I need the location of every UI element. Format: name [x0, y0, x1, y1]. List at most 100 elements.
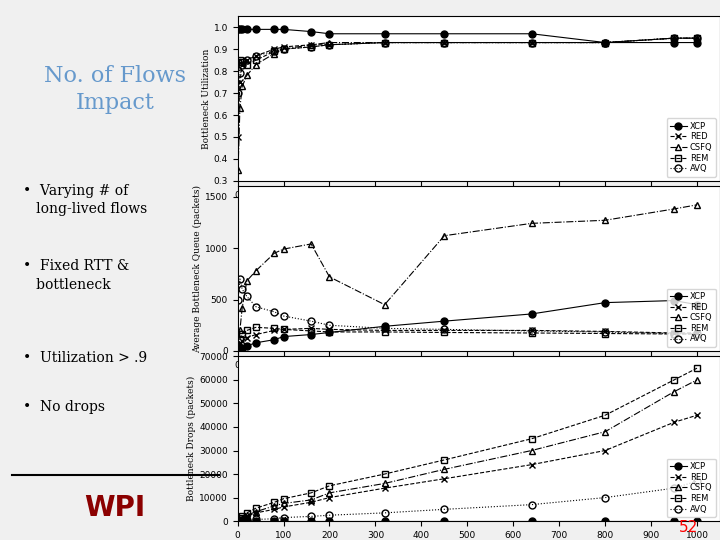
REM [527, 330, 536, 336]
CSFQ [252, 509, 261, 515]
CSFQ [235, 516, 244, 523]
REM [325, 42, 334, 48]
RED [252, 331, 261, 338]
REM [235, 515, 244, 522]
REM [440, 39, 449, 46]
REM [234, 59, 243, 65]
XCP [235, 518, 244, 524]
CSFQ [693, 201, 701, 208]
REM [380, 471, 389, 477]
XCP [243, 26, 251, 32]
AVQ [527, 501, 536, 508]
AVQ [527, 39, 536, 46]
AVQ [234, 518, 243, 524]
RED [279, 326, 288, 333]
RED [270, 506, 279, 512]
XCP [325, 31, 334, 37]
Line: CSFQ: CSFQ [235, 201, 701, 353]
CSFQ [325, 274, 334, 280]
REM [307, 328, 315, 334]
AVQ [235, 276, 244, 282]
Legend: XCP, RED, CSFQ, REM, AVQ: XCP, RED, CSFQ, REM, AVQ [667, 118, 716, 177]
REM [693, 35, 701, 42]
CSFQ [325, 39, 334, 46]
REM [307, 44, 315, 50]
RED [440, 39, 449, 46]
CSFQ [238, 515, 246, 522]
CSFQ [440, 39, 449, 46]
RED [279, 504, 288, 510]
XCP [234, 26, 243, 32]
RED [325, 494, 334, 501]
XCP [279, 518, 288, 524]
CSFQ [600, 217, 609, 224]
REM [252, 57, 261, 63]
Line: CSFQ: CSFQ [235, 376, 701, 524]
REM [243, 510, 251, 516]
CSFQ [380, 39, 389, 46]
XCP [238, 26, 246, 32]
CSFQ [235, 105, 244, 112]
CSFQ [440, 466, 449, 472]
REM [234, 517, 243, 523]
RED [270, 46, 279, 52]
Line: XCP: XCP [235, 518, 701, 524]
XCP [307, 28, 315, 35]
XCP [238, 345, 246, 351]
REM [235, 57, 244, 63]
Line: RED: RED [235, 325, 701, 349]
XCP [243, 518, 251, 524]
CSFQ [270, 250, 279, 256]
XCP [527, 518, 536, 524]
CSFQ [307, 241, 315, 247]
CSFQ [440, 232, 449, 239]
REM [380, 329, 389, 335]
XCP [307, 331, 315, 338]
Line: REM: REM [235, 35, 701, 68]
Text: •  Fixed RTT &
   bottleneck: • Fixed RTT & bottleneck [23, 259, 130, 292]
XCP [440, 518, 449, 524]
CSFQ [243, 278, 251, 284]
XCP [279, 26, 288, 32]
RED [307, 42, 315, 48]
AVQ [670, 330, 678, 337]
XCP [600, 39, 609, 46]
RED [252, 510, 261, 516]
AVQ [279, 514, 288, 521]
AVQ [279, 46, 288, 52]
Line: AVQ: AVQ [235, 275, 701, 338]
XCP [380, 31, 389, 37]
CSFQ [670, 388, 678, 395]
RED [243, 513, 251, 519]
CSFQ [238, 305, 246, 311]
REM [693, 331, 701, 338]
AVQ [380, 325, 389, 332]
RED [234, 134, 243, 140]
CSFQ [279, 246, 288, 252]
CSFQ [252, 267, 261, 274]
RED [307, 325, 315, 332]
AVQ [235, 70, 244, 77]
RED [600, 447, 609, 454]
Line: REM: REM [235, 324, 701, 348]
Text: •  Varying # of
   long-lived flows: • Varying # of long-lived flows [23, 184, 148, 216]
RED [279, 44, 288, 50]
XCP [440, 318, 449, 325]
XCP [693, 518, 701, 524]
AVQ [325, 512, 334, 518]
RED [670, 419, 678, 426]
XCP [670, 39, 678, 46]
CSFQ [234, 167, 243, 173]
AVQ [307, 513, 315, 519]
RED [380, 39, 389, 46]
REM [252, 324, 261, 330]
XCP [325, 329, 334, 336]
CSFQ [693, 377, 701, 383]
RED [693, 412, 701, 418]
REM [527, 39, 536, 46]
Y-axis label: Bottleneck Drops (packets): Bottleneck Drops (packets) [187, 376, 197, 501]
RED [270, 327, 279, 334]
XCP [235, 26, 244, 32]
AVQ [279, 313, 288, 319]
REM [279, 46, 288, 52]
